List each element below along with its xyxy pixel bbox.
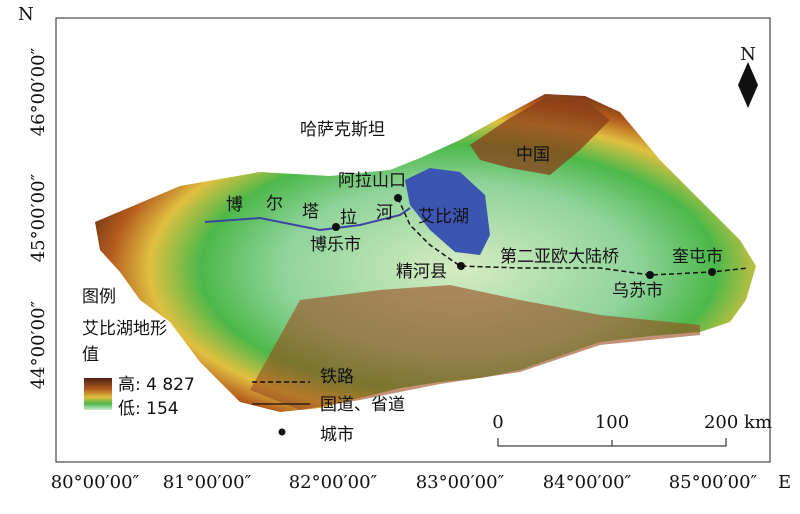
city — [332, 223, 340, 231]
road — [204, 207, 411, 232]
legend-label: 国道、省道 — [320, 395, 405, 415]
river-label: 尔 — [266, 194, 283, 214]
east-label: E — [778, 472, 791, 493]
place-label: 奎屯市 — [672, 247, 723, 267]
city — [708, 268, 716, 276]
legend-title: 图例 — [82, 287, 116, 307]
lon-label: 82°00′00″ — [289, 472, 378, 493]
river-label: 塔 — [302, 202, 319, 222]
place-label: 精河县 — [396, 262, 447, 282]
scale-label: 0 — [492, 412, 503, 433]
place-label: 阿拉山口 — [338, 171, 406, 191]
river-label: 博 — [226, 195, 243, 215]
legend-low: 低: 154 — [118, 399, 179, 419]
legend-ramp — [84, 378, 112, 410]
river-label: 拉 — [340, 208, 357, 228]
legend-label: 城市 — [320, 425, 354, 445]
lat-label: 46°00′00″ — [28, 47, 49, 136]
legend-label: 铁路 — [320, 367, 354, 387]
scale-bar — [497, 438, 727, 447]
mountains — [470, 98, 610, 175]
place-label: 第二亚欧大陆桥 — [500, 247, 619, 267]
legend-subtitle: 值 — [82, 345, 99, 365]
lon-label: 83°00′00″ — [416, 472, 505, 493]
lake — [405, 168, 490, 255]
north-label: N — [18, 4, 34, 25]
railway — [397, 197, 749, 276]
lat-label: 44°00′00″ — [28, 300, 49, 389]
lon-label: 81°00′00″ — [163, 472, 252, 493]
place-label: 中国 — [516, 145, 550, 165]
scale-label: 100 — [595, 412, 629, 433]
north-arrow-label: N — [740, 44, 756, 65]
scale-label: 200 km — [704, 412, 772, 433]
city — [394, 194, 402, 202]
place-label: 哈萨克斯坦 — [300, 120, 385, 140]
lon-label: 80°00′00″ — [51, 472, 140, 493]
city — [457, 262, 465, 270]
place-label: 博乐市 — [310, 235, 361, 255]
lon-label: 85°00′00″ — [669, 472, 758, 493]
lon-label: 84°00′00″ — [543, 472, 632, 493]
place-label: 乌苏市 — [612, 281, 663, 301]
mountains — [250, 285, 700, 410]
legend-subtitle: 艾比湖地形 — [82, 319, 167, 339]
legend-high: 高: 4 827 — [118, 375, 195, 395]
lat-label: 45°00′00″ — [28, 173, 49, 262]
river-label: 河 — [376, 203, 393, 223]
north-arrow — [738, 62, 758, 108]
city — [646, 271, 654, 279]
legend-city — [278, 428, 286, 436]
place-label: 艾比湖 — [418, 207, 469, 227]
